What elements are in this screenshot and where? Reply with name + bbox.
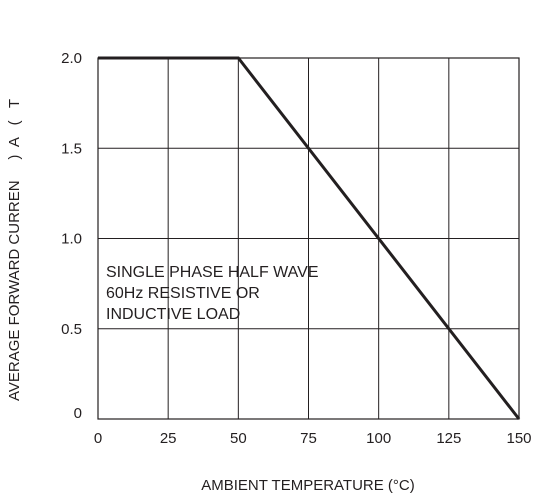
grid bbox=[98, 58, 519, 419]
annotation-line-2: 60Hz RESISTIVE OR bbox=[106, 285, 260, 302]
y-tick-label: 1.0 bbox=[61, 231, 82, 248]
x-tick-label: 0 bbox=[94, 430, 102, 447]
annotation: SINGLE PHASE HALF WAVE 60Hz RESISTIVE OR… bbox=[106, 264, 319, 323]
x-tick-label: 50 bbox=[230, 430, 247, 447]
annotation-line-1: SINGLE PHASE HALF WAVE bbox=[106, 264, 319, 281]
y-tick-label: 0 bbox=[74, 405, 82, 422]
y-axis-ticks: 0 0.5 1.0 1.5 2.0 bbox=[61, 50, 82, 422]
x-tick-label: 100 bbox=[366, 430, 391, 447]
x-tick-label: 75 bbox=[300, 430, 317, 447]
y-tick-label: 2.0 bbox=[61, 50, 82, 67]
derating-curve bbox=[98, 56, 521, 420]
x-axis-ticks: 0 25 50 75 100 125 150 bbox=[94, 430, 532, 447]
plot-frame bbox=[97, 57, 520, 420]
y-tick-label: 0.5 bbox=[61, 321, 82, 338]
y-tick-label: 1.5 bbox=[61, 140, 82, 157]
y-axis-title: AVERAGE FORWARD CURREN ) A ( T bbox=[6, 99, 23, 401]
annotation-line-3: INDUCTIVE LOAD bbox=[106, 306, 240, 323]
x-tick-label: 150 bbox=[506, 430, 531, 447]
x-axis-title: AMBIENT TEMPERATURE (°C) bbox=[201, 477, 415, 494]
x-tick-label: 25 bbox=[160, 430, 177, 447]
x-tick-label: 125 bbox=[436, 430, 461, 447]
